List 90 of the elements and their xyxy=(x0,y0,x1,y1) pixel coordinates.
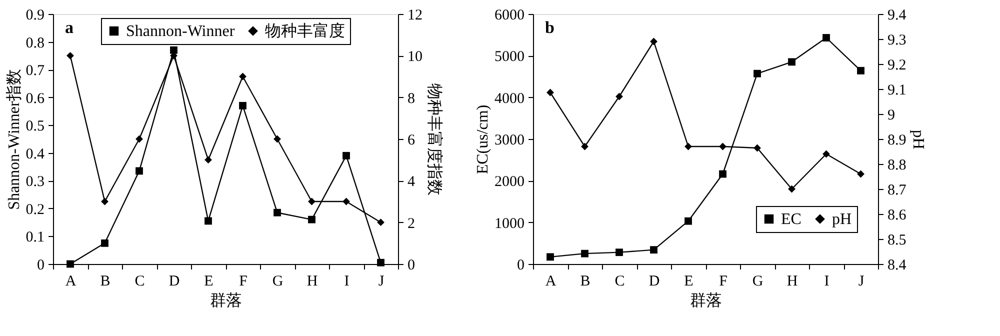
x-tick-label: J xyxy=(858,274,864,290)
y2-tick-label: 8.8 xyxy=(888,158,906,174)
y-tick-label: 0 xyxy=(517,258,524,274)
x-tick-label: G xyxy=(752,274,764,290)
y-tick-label: 0.9 xyxy=(26,8,44,24)
legend-label: 物种丰富度 xyxy=(265,22,345,40)
y-tick-label: 2000 xyxy=(494,174,524,190)
y-tick-label: 0.8 xyxy=(26,35,44,52)
point xyxy=(342,152,350,160)
y-tick-label: 5000 xyxy=(494,49,524,66)
y-axis-title: EC(us/cm) xyxy=(474,104,492,174)
legend-label: Shannon-Winner xyxy=(126,23,236,40)
y2-tick-label: 8 xyxy=(408,90,415,107)
x-axis-title: 群落 xyxy=(690,292,722,310)
point xyxy=(274,208,281,216)
point xyxy=(377,218,384,226)
point xyxy=(136,167,143,175)
x-tick-label: A xyxy=(545,274,556,290)
y2-axis-title: pH xyxy=(909,130,926,150)
y-tick-label: 3000 xyxy=(494,132,524,148)
y2-axis-title: 物种丰富度指数 xyxy=(426,84,444,196)
y2-tick-label: 8.4 xyxy=(888,258,907,274)
point xyxy=(788,58,796,66)
y-tick-label: 4000 xyxy=(494,90,524,107)
point xyxy=(66,260,74,268)
y2-tick-label: 9 xyxy=(888,108,895,124)
y-tick-label: 0.7 xyxy=(26,63,45,80)
y2-tick-label: 9.2 xyxy=(888,58,906,74)
point xyxy=(66,52,74,60)
x-tick-label: B xyxy=(580,274,590,290)
y-tick-label: 0.1 xyxy=(26,230,44,246)
point xyxy=(650,246,658,254)
y2-tick-label: 9.3 xyxy=(888,32,906,48)
x-tick-label: E xyxy=(204,274,214,290)
point xyxy=(204,217,212,225)
y-tick-label: 0 xyxy=(37,258,44,274)
y-tick-label: 0.5 xyxy=(26,118,44,135)
x-tick-label: H xyxy=(786,274,798,290)
chart-title: b xyxy=(545,18,554,37)
point xyxy=(170,46,178,54)
y2-tick-label: 8.6 xyxy=(888,208,907,224)
x-tick-label: C xyxy=(134,274,145,290)
point xyxy=(581,250,588,258)
y2-tick-label: 0 xyxy=(408,258,415,274)
x-tick-label: A xyxy=(65,274,76,290)
y-tick-label: 0.2 xyxy=(26,202,44,218)
y2-tick-label: 8.5 xyxy=(888,232,906,248)
y2-tick-label: 12 xyxy=(408,8,422,24)
y-axis-title: Shannon-Winner指数 xyxy=(4,69,23,210)
x-tick-label: D xyxy=(648,274,660,290)
y2-tick-label: 8.9 xyxy=(888,132,906,148)
y-tick-label: 0.3 xyxy=(26,174,44,190)
x-tick-label: I xyxy=(344,274,350,290)
y2-tick-label: 6 xyxy=(408,132,416,148)
chart-title: a xyxy=(65,18,74,37)
point xyxy=(754,70,761,78)
y2-tick-label: 8.7 xyxy=(888,182,907,198)
y-tick-label: 0.4 xyxy=(26,146,45,162)
y-tick-label: 0.6 xyxy=(26,90,45,107)
point xyxy=(308,216,316,224)
point xyxy=(204,156,212,164)
point xyxy=(377,258,384,266)
y2-tick-label: 2 xyxy=(408,216,415,232)
point xyxy=(684,217,692,225)
x-tick-label: F xyxy=(719,274,728,290)
x-tick-label: I xyxy=(824,274,830,290)
point xyxy=(101,239,108,247)
x-tick-label: J xyxy=(378,274,384,290)
y2-tick-label: 9.4 xyxy=(888,8,907,24)
legend-label: EC xyxy=(781,211,802,228)
point xyxy=(239,102,246,110)
x-tick-label: D xyxy=(168,274,180,290)
x-tick-label: H xyxy=(306,274,318,290)
y2-tick-label: 9.1 xyxy=(888,82,906,98)
legend-label: pH xyxy=(832,211,852,228)
x-tick-label: F xyxy=(239,274,248,290)
x-tick-label: G xyxy=(272,274,284,290)
point xyxy=(546,253,554,261)
y2-tick-label: 4 xyxy=(408,174,416,190)
point xyxy=(857,66,864,74)
y2-tick-label: 10 xyxy=(408,49,422,66)
x-axis-title: 群落 xyxy=(210,292,242,310)
y-tick-label: 1000 xyxy=(494,216,524,232)
x-tick-label: B xyxy=(100,274,110,290)
point xyxy=(822,34,830,42)
x-tick-label: E xyxy=(684,274,694,290)
point xyxy=(616,248,623,256)
point xyxy=(719,170,726,178)
x-tick-label: C xyxy=(614,274,625,290)
y-tick-label: 6000 xyxy=(494,8,524,24)
